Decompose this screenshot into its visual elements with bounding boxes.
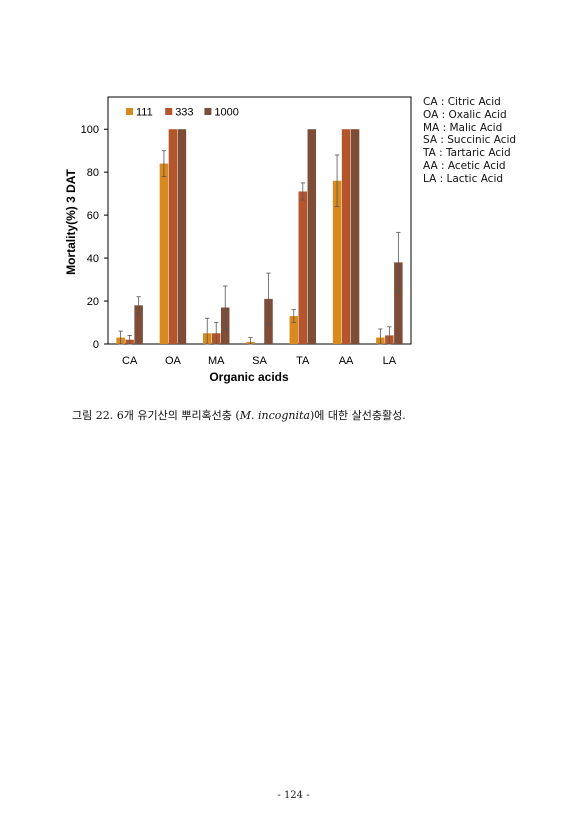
legend-swatch xyxy=(126,108,133,115)
y-tick-label: 80 xyxy=(87,167,99,179)
abbreviation-item: CA : Citric Acid xyxy=(423,96,501,108)
legend-item-333: 333 xyxy=(165,107,194,119)
error-bar-ma-111 xyxy=(205,317,210,345)
error-bar-ca-111 xyxy=(118,330,123,345)
abbreviation-list: CA : Citric Acid OA : Oxalic Acid MA : Mal… xyxy=(423,96,516,186)
y-tick-label: 100 xyxy=(81,124,99,136)
error-bar-sa-111 xyxy=(248,337,253,345)
legend-label: 111 xyxy=(136,107,153,119)
error-bar-la-333 xyxy=(387,326,392,345)
error-bar-la-1000 xyxy=(396,231,401,293)
bar-ca-1000 xyxy=(134,305,143,344)
legend-item-111: 111 xyxy=(126,107,153,119)
error-bar-ca-1000 xyxy=(136,296,141,315)
legend-label: 1000 xyxy=(214,107,238,119)
abbreviation-item: MA : Malic Acid xyxy=(423,121,503,134)
y-tick-label: 20 xyxy=(87,296,99,308)
bar-aa-333 xyxy=(341,129,351,344)
x-tick-label-ta: TA xyxy=(296,355,310,367)
caption-species: M. incognita xyxy=(239,409,310,422)
bar-la-1000 xyxy=(394,262,403,344)
y-axis-ticks: 0 20 40 60 80 100 xyxy=(81,124,108,351)
error-bar-sa-1000 xyxy=(266,272,271,326)
abbreviation-item: LA : Lactic Acid xyxy=(423,172,504,185)
error-bar-ca-333 xyxy=(127,335,132,345)
abbreviation-item: AA : Acetic Acid xyxy=(423,159,506,172)
x-tick-label-oa: OA xyxy=(165,355,182,367)
error-bars xyxy=(118,150,401,345)
caption-prefix: 그림 22. 6개 유기산의 뿌리혹선충 ( xyxy=(72,409,240,422)
mortality-bar-chart: 0 20 40 60 80 100 CA OA MA SA TA AA LA 111 333 1000 M… xyxy=(64,96,412,384)
legend-swatch xyxy=(204,108,212,115)
bar-oa-333 xyxy=(168,129,178,344)
abbreviation-item: TA : Tartaric Acid xyxy=(423,147,511,160)
y-tick-label: 60 xyxy=(87,210,99,222)
bar-oa-1000 xyxy=(177,129,187,344)
x-tick-label-la: LA xyxy=(383,355,397,367)
error-bar-oa-111 xyxy=(161,150,167,177)
legend: 111 333 1000 xyxy=(126,107,239,119)
bar-ta-111 xyxy=(289,316,299,344)
x-tick-label-aa: AA xyxy=(339,355,354,367)
page-number: - 124 - xyxy=(277,790,310,801)
bars xyxy=(116,129,403,344)
error-bar-aa-111 xyxy=(334,154,340,207)
error-bar-ma-1000 xyxy=(223,285,228,330)
bar-ta-333 xyxy=(298,191,308,344)
bar-oa-111 xyxy=(159,163,169,344)
y-tick-label: 0 xyxy=(93,339,99,351)
bar-aa-1000 xyxy=(350,129,360,344)
figure-caption: 그림 22. 6개 유기산의 뿌리혹선충 (M. incognita)에 대한 … xyxy=(72,407,406,423)
bar-aa-111 xyxy=(332,180,342,344)
legend-item-1000: 1000 xyxy=(204,107,239,119)
legend-label: 333 xyxy=(175,107,193,119)
error-bar-ma-333 xyxy=(214,322,219,345)
abbreviation-item: OA : Oxalic Acid xyxy=(423,108,507,121)
y-tick-label: 40 xyxy=(87,253,99,265)
x-tick-label-ma: MA xyxy=(208,355,225,367)
error-bar-la-111 xyxy=(378,328,383,345)
plot-frame xyxy=(107,96,412,345)
bar-ta-1000 xyxy=(307,129,317,344)
y-axis-title: Mortality(%) 3 DAT xyxy=(64,168,78,274)
x-tick-label-sa: SA xyxy=(252,355,267,367)
caption-suffix: )에 대한 살선충활성. xyxy=(309,409,406,422)
legend-swatch xyxy=(165,108,173,115)
x-axis-title: Organic acids xyxy=(209,370,289,384)
x-axis-tick-labels: CA OA MA SA TA AA LA xyxy=(122,355,397,367)
plot-area: 0 20 40 60 80 100 CA OA MA SA TA AA LA 111 333 1000 xyxy=(81,96,412,367)
error-bar-ta-333 xyxy=(300,182,305,201)
abbreviation-item: SA : Succinic Acid xyxy=(423,134,517,147)
x-tick-label-ca: CA xyxy=(122,355,138,367)
error-bar-ta-111 xyxy=(291,309,296,323)
